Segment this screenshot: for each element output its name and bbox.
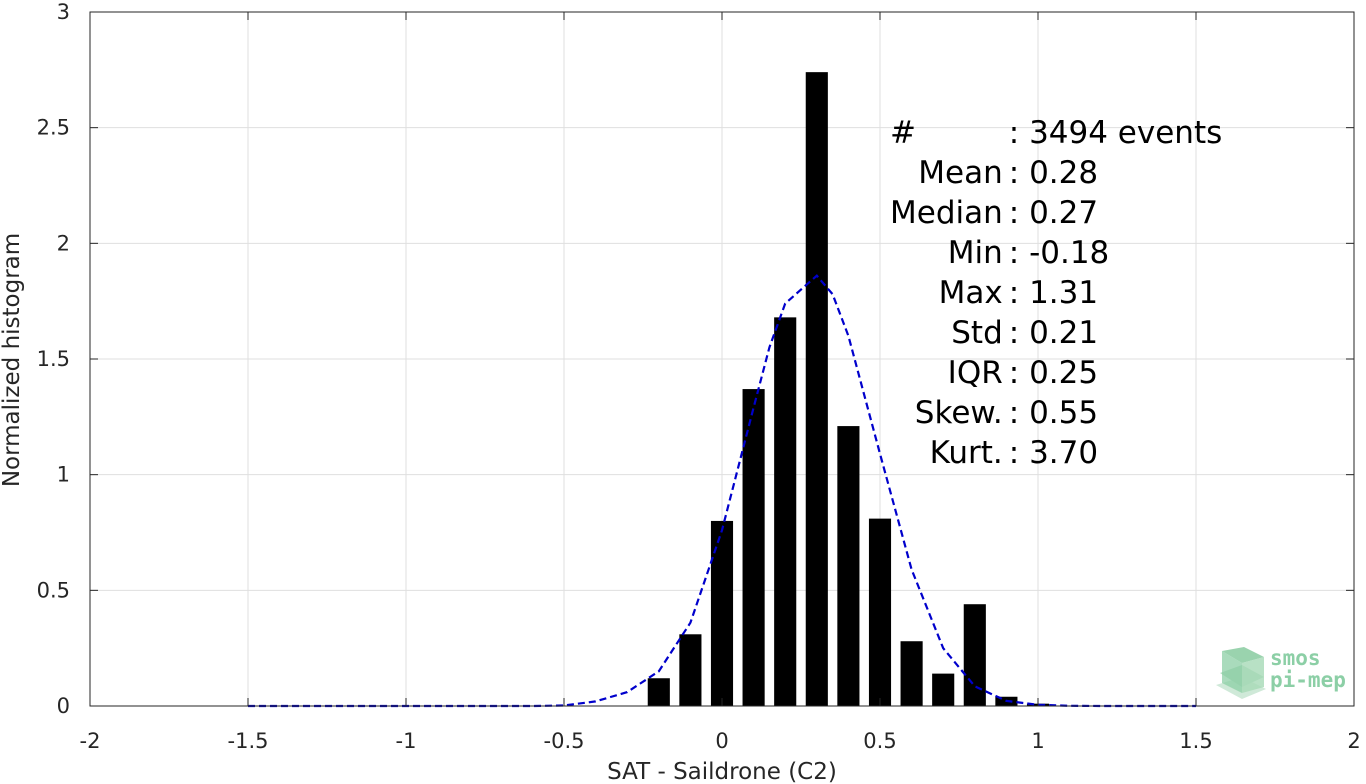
- y-tick-labels: 0 0.5 1 1.5 2 2.5 3: [37, 0, 70, 718]
- stat-value: : -0.18: [1008, 235, 1110, 271]
- logo-text-smos: smos: [1270, 646, 1321, 670]
- histogram-bar: [647, 678, 670, 706]
- x-tick-label: 1.5: [1179, 729, 1212, 753]
- statistics-table: # : 3494 events Mean: 0.28 Median: 0.27 Min…: [890, 113, 1223, 473]
- y-tick-label: 2.5: [37, 116, 70, 140]
- histogram-bar: [774, 317, 797, 706]
- stat-label: Max: [938, 275, 1003, 311]
- histogram-bars: [647, 72, 1050, 706]
- x-tick-labels: -2 -1.5 -1 -0.5 0 0.5 1 1.5 2: [80, 729, 1361, 753]
- x-axis-label: SAT - Saildrone (C2): [607, 759, 837, 784]
- histogram-bar: [710, 520, 734, 706]
- stat-label: #: [890, 115, 936, 151]
- stat-row: Mean: 0.28: [890, 153, 1223, 193]
- stat-row: Skew.: 0.55: [890, 393, 1223, 433]
- stat-row: Median: 0.27: [890, 193, 1223, 233]
- smos-pimep-logo: smos pi-mep: [1212, 643, 1362, 699]
- stat-row: IQR: 0.25: [890, 353, 1223, 393]
- x-tick-label: 0: [715, 729, 728, 753]
- statistics-box: # : 3494 events Mean: 0.28 Median: 0.27 Min…: [890, 113, 1222, 473]
- stat-row: Kurt.: 3.70: [890, 433, 1223, 473]
- histogram-bar: [900, 641, 923, 706]
- stat-row: Max: 1.31: [890, 273, 1223, 313]
- y-tick-label: 1.5: [37, 347, 70, 371]
- y-tick-label: 1: [57, 463, 70, 487]
- stat-value: : 3.70: [1008, 435, 1099, 471]
- y-tick-label: 2: [57, 231, 70, 255]
- stat-value: : 0.55: [1008, 395, 1099, 431]
- x-tick-label: 2: [1347, 729, 1360, 753]
- histogram-bar: [837, 426, 860, 706]
- y-axis-label: Normalized histogram: [0, 233, 25, 487]
- y-tick-label: 0.5: [37, 578, 70, 602]
- histogram-bar: [868, 518, 892, 706]
- stat-value: : 1.31: [1008, 275, 1099, 311]
- histogram-bar: [932, 673, 955, 706]
- stat-label: Median: [890, 195, 1003, 231]
- stat-value: : 0.25: [1008, 355, 1099, 391]
- histogram-bar: [679, 634, 702, 706]
- stat-label: IQR: [947, 355, 1003, 391]
- x-tick-label: -2: [80, 729, 101, 753]
- y-tick-label: 0: [57, 694, 70, 718]
- stat-label: Kurt.: [929, 435, 1003, 471]
- stat-value: : 0.21: [1008, 315, 1099, 351]
- stat-value: : 0.28: [1008, 155, 1099, 191]
- axes-frame: [89, 11, 1355, 707]
- fit-curve: [248, 274, 1196, 708]
- logo-layers-icon: [1216, 647, 1266, 699]
- stat-row: Std: 0.21: [890, 313, 1223, 353]
- stat-label: Min: [947, 235, 1003, 271]
- x-tick-label: 1: [1031, 729, 1044, 753]
- stat-label: Std: [951, 315, 1003, 351]
- x-tick-label: -1.5: [228, 729, 269, 753]
- stat-value: : 0.27: [1008, 195, 1099, 231]
- x-tick-label: 0.5: [863, 729, 896, 753]
- stat-row: # : 3494 events: [890, 113, 1223, 153]
- stat-label: Skew.: [914, 395, 1003, 431]
- stat-value: : 3494 events: [1008, 115, 1223, 151]
- logo-text-pimep: pi-mep: [1270, 668, 1346, 692]
- histogram-bar: [963, 604, 986, 706]
- x-tick-label: -1: [396, 729, 417, 753]
- stat-label: Mean: [918, 155, 1003, 191]
- y-tick-label: 3: [57, 0, 70, 24]
- histogram-bar: [742, 389, 765, 706]
- histogram-bar: [805, 72, 828, 706]
- x-tick-label: -0.5: [544, 729, 585, 753]
- plot-frame: [89, 11, 1355, 707]
- stat-row: Min: -0.18: [890, 233, 1223, 273]
